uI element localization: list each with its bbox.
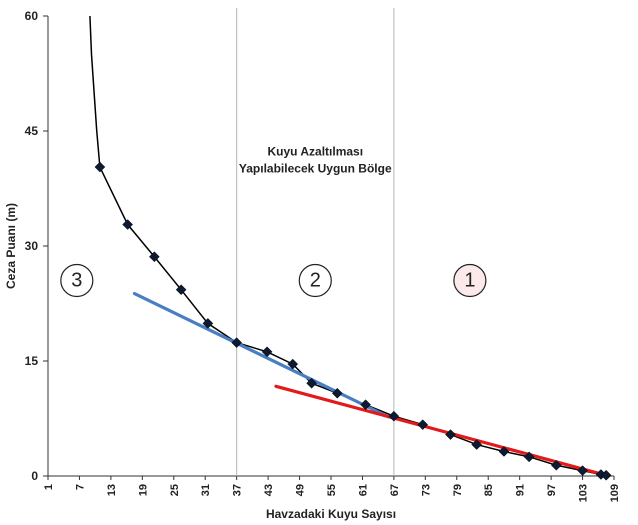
- data-point: [471, 439, 483, 450]
- curve-line: [89, 15, 101, 168]
- data-point: [445, 429, 456, 440]
- annotation-line-1: Kuyu Azaltılması: [267, 145, 363, 159]
- data-point: [287, 358, 299, 370]
- x-tick-label: 25: [169, 484, 181, 496]
- x-tick-label: 7: [74, 484, 86, 490]
- x-tick-label: 67: [389, 484, 401, 496]
- y-axis-ticks: 0 15 30 45 60: [25, 9, 48, 483]
- x-tick-label: 19: [137, 484, 149, 496]
- data-point: [577, 465, 588, 476]
- x-tick-label: 97: [546, 484, 558, 496]
- data-point: [94, 161, 106, 173]
- trendline-blue: [132, 291, 391, 419]
- zone-2-label: 2: [310, 270, 321, 292]
- x-tick-label: 43: [263, 484, 275, 496]
- data-point: [550, 459, 562, 471]
- x-tick-label: 103: [578, 484, 590, 502]
- series-layer: [89, 15, 611, 478]
- x-tick-label: 55: [326, 484, 338, 496]
- data-point: [331, 387, 343, 399]
- plot-frame: [47, 16, 614, 477]
- x-tick-label: 91: [515, 484, 527, 496]
- x-tick-label: 85: [483, 484, 495, 496]
- x-tick-label: 73: [420, 484, 432, 496]
- zone-1-label: 1: [464, 270, 475, 292]
- x-axis-ticks: 1 7 13 19 25 31 37 43 49 55 61 67 73 79 85 91 97 103 109: [43, 476, 621, 502]
- data-point: [498, 446, 510, 457]
- x-tick-label: 109: [609, 484, 621, 502]
- zone-3-label: 3: [71, 270, 82, 292]
- x-tick-label: 31: [200, 484, 212, 496]
- trendline-red: [274, 384, 611, 478]
- data-point: [175, 284, 187, 296]
- data-point: [231, 337, 243, 348]
- marker-layer: [94, 161, 612, 481]
- y-axis-title: Ceza Puanı (m): [4, 203, 18, 289]
- data-point: [388, 410, 400, 422]
- data-point: [360, 399, 371, 411]
- data-line: [99, 166, 607, 476]
- annotation-line-2: Yapılabilecek Uygun Bölge: [239, 161, 392, 175]
- x-tick-label: 13: [106, 484, 118, 496]
- y-tick-label: 30: [25, 239, 39, 253]
- y-tick-label: 60: [25, 9, 39, 23]
- zone-2-circle: [298, 263, 332, 298]
- x-axis-title: Havzadaki Kuyu Sayısı: [266, 507, 396, 521]
- data-point: [202, 318, 214, 329]
- x-tick-label: 49: [295, 484, 307, 496]
- zone-boundaries: [236, 8, 395, 476]
- data-point: [261, 346, 273, 358]
- data-point: [523, 451, 535, 463]
- x-tick-label: 1: [43, 484, 55, 490]
- x-tick-label: 61: [357, 484, 369, 496]
- data-point: [600, 469, 612, 481]
- y-tick-label: 15: [25, 354, 39, 368]
- y-tick-label: 0: [31, 469, 38, 483]
- zone-labels: 3 2 1: [60, 263, 487, 298]
- data-point: [417, 419, 429, 430]
- y-tick-label: 45: [25, 124, 39, 138]
- data-point: [122, 219, 134, 230]
- zone-1-circle: [453, 263, 487, 298]
- x-tick-label: 79: [452, 484, 464, 496]
- data-point: [306, 377, 317, 389]
- zone-3-circle: [60, 263, 94, 298]
- x-tick-label: 37: [232, 484, 244, 496]
- data-point: [149, 251, 160, 263]
